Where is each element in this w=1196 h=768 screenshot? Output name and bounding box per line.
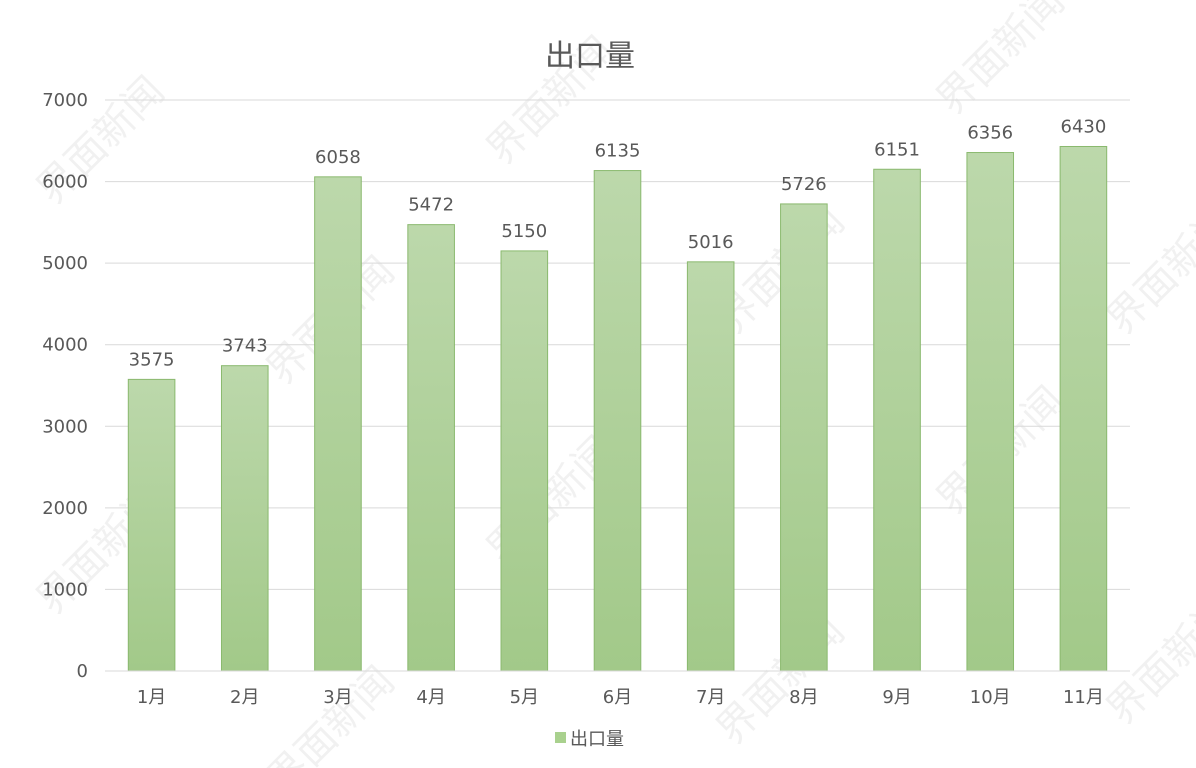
- y-tick-label: 1000: [42, 579, 88, 600]
- data-label: 5472: [408, 195, 454, 216]
- y-axis: 0 1000 2000 3000 4000 5000 6000 7000: [42, 90, 88, 682]
- data-label: 5150: [501, 221, 547, 242]
- data-label: 6430: [1061, 116, 1107, 137]
- bar: [500, 250, 549, 672]
- y-tick-label: 7000: [42, 90, 88, 111]
- bar: [686, 261, 735, 672]
- x-tick-label: 6月: [603, 687, 632, 708]
- data-label: 6058: [315, 147, 361, 168]
- y-tick-label: 0: [77, 661, 88, 682]
- data-label: 3575: [129, 349, 175, 370]
- watermark-text: 界面新闻: [1098, 588, 1196, 734]
- y-tick-label: 4000: [42, 335, 88, 356]
- legend-label: 出口量: [570, 729, 624, 750]
- bar: [127, 378, 176, 672]
- x-tick-label: 9月: [882, 687, 911, 708]
- bar: [873, 168, 921, 672]
- x-tick-label: 1月: [137, 687, 166, 708]
- bars: [127, 145, 1108, 672]
- x-axis: 1月 2月 3月 4月 5月 6月 7月 8月 9月 10月 11月: [105, 670, 1130, 708]
- bar: [593, 170, 642, 672]
- x-tick-label: 7月: [696, 687, 725, 708]
- x-tick-label: 4月: [416, 687, 445, 708]
- bar: [780, 203, 828, 672]
- legend-swatch: [555, 732, 566, 743]
- bar: [1059, 145, 1108, 672]
- watermark-text: 界面新闻: [258, 658, 404, 768]
- bar: [407, 224, 455, 672]
- x-tick-label: 10月: [970, 687, 1011, 708]
- x-tick-label: 11月: [1063, 687, 1104, 708]
- data-label: 6151: [874, 139, 920, 160]
- y-tick-label: 6000: [42, 172, 88, 193]
- y-tick-label: 3000: [42, 416, 88, 437]
- chart-title: 出口量: [545, 39, 635, 74]
- data-label: 5726: [781, 174, 827, 195]
- legend: 出口量: [555, 729, 624, 750]
- bar: [966, 152, 1015, 672]
- data-labels: 3575 3743 6058 5472 5150 6135 5016 5726 6151 6356…: [129, 116, 1107, 370]
- x-tick-label: 5月: [510, 687, 539, 708]
- x-tick-label: 3月: [323, 687, 352, 708]
- watermark-text: 界面新闻: [1098, 198, 1196, 344]
- data-label: 5016: [688, 232, 734, 253]
- data-label: 3743: [222, 336, 268, 357]
- x-tick-label: 2月: [230, 687, 259, 708]
- watermark-text: 界面新闻: [928, 0, 1074, 124]
- y-tick-label: 2000: [42, 498, 88, 519]
- data-label: 6135: [595, 141, 641, 162]
- y-tick-label: 5000: [42, 253, 88, 274]
- bar: [314, 176, 362, 672]
- x-tick-label: 8月: [789, 687, 818, 708]
- bar: [220, 365, 269, 672]
- data-label: 6356: [967, 123, 1013, 144]
